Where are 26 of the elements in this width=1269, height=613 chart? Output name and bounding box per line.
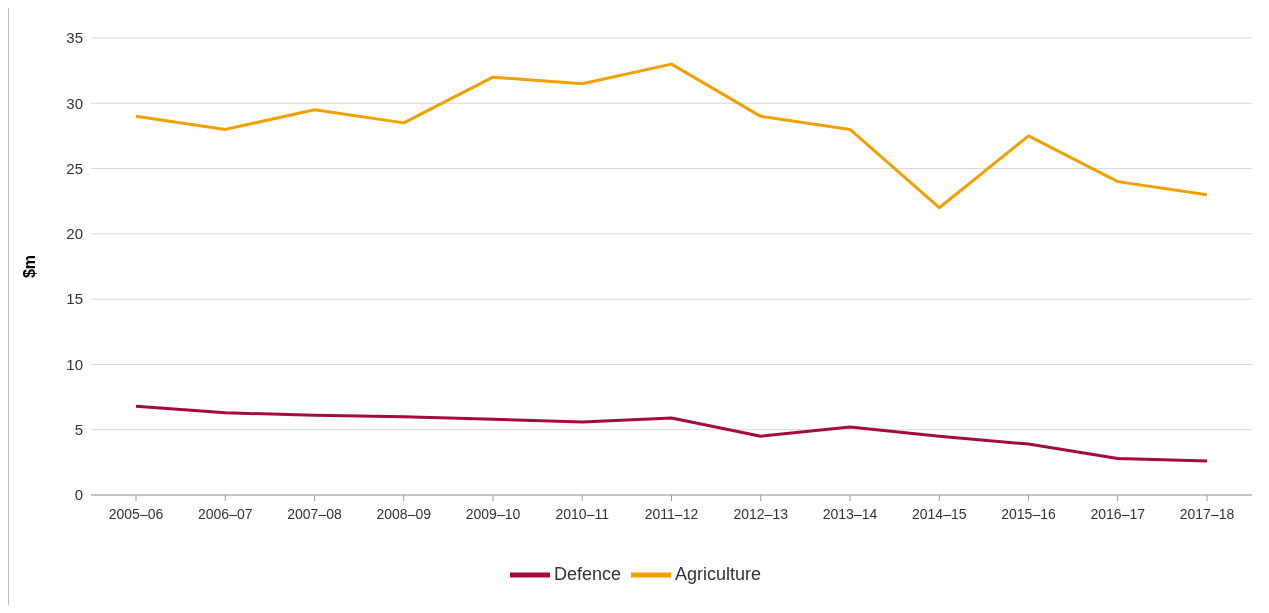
x-tick-label: 2005–06 [108, 505, 164, 522]
y-axis-title: $m [20, 254, 38, 279]
y-tick-label: 10 [66, 355, 83, 373]
y-tick-label: 35 [66, 29, 83, 47]
y-tick-label: 25 [66, 159, 83, 177]
x-tick-label: 2014–15 [911, 505, 967, 522]
y-tick-label: 0 [74, 486, 83, 504]
x-tick-label: 2016–17 [1090, 505, 1146, 522]
x-tick-label: 2012–13 [733, 505, 789, 522]
x-tick-label: 2010–11 [555, 505, 610, 522]
line-series [134, 62, 1209, 210]
x-tick-label: 2015–16 [1001, 505, 1056, 522]
x-tick-label: 2011–12 [644, 505, 699, 522]
line-series [134, 404, 1209, 463]
y-tick-label: 30 [66, 94, 83, 112]
y-tick-label: 5 [74, 421, 83, 439]
x-tick-label: 2007–08 [287, 505, 342, 522]
x-tick-label: 2006–07 [197, 505, 253, 522]
x-tick-label: 2013–14 [822, 505, 878, 522]
y-tick-label: 15 [66, 290, 83, 308]
x-tick-label: 2017–18 [1179, 505, 1235, 522]
x-tick-label: 2008–09 [376, 505, 432, 522]
legend-label: Defence [553, 563, 621, 584]
y-tick-label: 20 [66, 225, 83, 243]
legend-label: Agriculture [675, 563, 762, 584]
x-tick-label: 2009–10 [465, 505, 521, 522]
